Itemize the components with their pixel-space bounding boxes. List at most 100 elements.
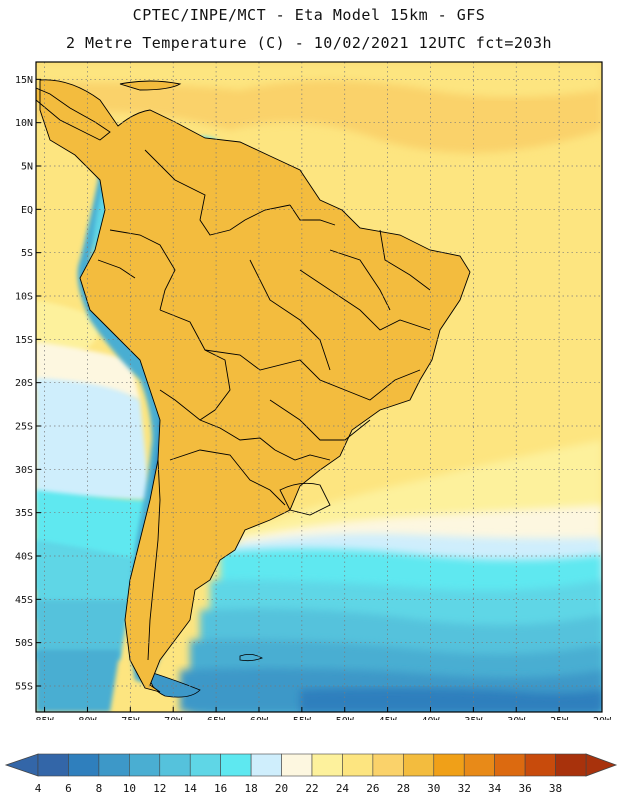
lat-label: 20S [15, 378, 33, 389]
lon-label: 30W [507, 716, 526, 720]
legend-color-box [372, 753, 404, 777]
lat-label: 5S [21, 248, 33, 259]
legend-label: 6 [65, 782, 72, 795]
legend-color-box [220, 753, 252, 777]
brazil-states-6 [379, 229, 431, 291]
brazil-states-4 [269, 399, 371, 441]
legend-color-box [68, 753, 100, 777]
lon-label: 35W [464, 716, 483, 720]
legend-color-box [433, 753, 465, 777]
legend-color-box [403, 753, 435, 777]
legend-color-box [555, 753, 587, 777]
tierra-del-fuego [149, 671, 201, 698]
legend-tick-labels: 4 6 8 10 12 14 16 18 20 22 24 26 28 30 32 34 36 38 [35, 782, 562, 795]
legend-color-box [342, 753, 374, 777]
legend-label: 8 [96, 782, 103, 795]
legend-color-box [189, 753, 221, 777]
legend-label: 28 [397, 782, 410, 795]
lat-label: 30S [15, 465, 33, 476]
lon-label: 65W [207, 716, 226, 720]
legend-color-box [98, 753, 130, 777]
legend-arrow-right [585, 753, 618, 777]
legend-color-box [463, 753, 495, 777]
lon-label: 45W [379, 716, 398, 720]
lon-label: 40W [421, 716, 440, 720]
lat-label: 10N [15, 118, 33, 129]
lon-label: 60W [250, 716, 269, 720]
lon-label: 55W [293, 716, 312, 720]
legend-label: 10 [123, 782, 136, 795]
brazil-states-2 [299, 269, 431, 331]
brazil-states-3 [249, 259, 331, 371]
lat-label: 45S [15, 595, 33, 606]
legend-color-box [311, 753, 343, 777]
map-title-line-1: CPTEC/INPE/MCT - Eta Model 15km - GFS [132, 6, 486, 24]
axis-ticks [36, 78, 603, 712]
legend-color-box [250, 753, 282, 777]
legend-color-box [494, 753, 526, 777]
legend-label: 32 [458, 782, 471, 795]
lat-label: EQ [21, 205, 33, 216]
uruguay-border [279, 482, 331, 516]
legend-color-box [37, 753, 69, 777]
legend-label: 30 [427, 782, 440, 795]
argentina-north-border [169, 449, 286, 506]
lat-label: 10S [15, 292, 33, 303]
pacific-band-12 [36, 600, 130, 660]
ocean-band-24-north [36, 62, 602, 98]
lat-label: 5N [21, 162, 33, 173]
brazil-states-1 [204, 349, 421, 401]
legend-color-box [281, 753, 313, 777]
falkland-islands [239, 654, 263, 662]
paraguay-brazil-border [274, 449, 331, 461]
brazil-states-5 [329, 249, 391, 311]
lon-label: 85W [36, 716, 55, 720]
pacific-band-10 [36, 650, 120, 712]
legend-label: 16 [214, 782, 227, 795]
map-title-line-2: 2 Metre Temperature (C) - 10/02/2021 12U… [65, 34, 553, 52]
lat-label: 40S [15, 552, 33, 563]
legend-label: 38 [549, 782, 562, 795]
caribbean-island [120, 81, 180, 90]
legend-arrow-left [4, 753, 39, 777]
legend-color-box [129, 753, 161, 777]
venezuela-colombia-border [144, 149, 291, 236]
temperature-map: 15N 10N 5N EQ 5S 10S 15S 20S 25S 30S 35S 40S 45S 50S 5… [0, 60, 618, 727]
pacific-band-18 [36, 378, 150, 500]
lon-label: 20W [593, 716, 612, 720]
legend-label: 18 [244, 782, 257, 795]
longitude-labels: 85W 80W 75W 70W 65W 60W 55W 50W 45W 40W 35W 30W 25W 2… [36, 716, 612, 727]
lat-label: 35S [15, 508, 33, 519]
lon-label: 25W [550, 716, 569, 720]
legend-label: 20 [275, 782, 288, 795]
legend-label: 24 [336, 782, 350, 795]
legend-color-box [159, 753, 191, 777]
lat-label: 55S [15, 682, 33, 693]
bolivia-paraguay-border [159, 389, 276, 451]
legend-label: 34 [488, 782, 502, 795]
caribbean-coast [119, 80, 182, 91]
map-frame [35, 61, 603, 713]
legend-label: 36 [518, 782, 531, 795]
lat-label: 25S [15, 422, 33, 433]
latitude-labels: 15N 10N 5N EQ 5S 10S 15S 20S 25S 30S 35S 40S 45S 50S 5… [15, 75, 33, 693]
central-america-coast [36, 87, 111, 141]
lon-label: 70W [164, 716, 183, 720]
legend-label: 4 [35, 782, 42, 795]
country-borders [36, 79, 471, 693]
lat-label: 15N [15, 75, 33, 86]
legend-label: 14 [184, 782, 198, 795]
lon-label: 80W [78, 716, 97, 720]
lon-label: 50W [336, 716, 355, 720]
lon-label: 75W [121, 716, 140, 720]
legend-label: 26 [366, 782, 379, 795]
atlantic-band-6 [300, 688, 602, 712]
guiana-borders [289, 204, 336, 226]
chile-argentina-border [147, 459, 161, 661]
colombia-peru-border [109, 229, 176, 311]
lat-label: 15S [15, 335, 33, 346]
legend-label: 22 [305, 782, 318, 795]
color-legend: 4 6 8 10 12 14 16 18 20 22 24 26 28 30 32 34 36 38 [0, 748, 618, 800]
lat-label: 50S [15, 638, 33, 649]
legend-color-box [524, 753, 556, 777]
